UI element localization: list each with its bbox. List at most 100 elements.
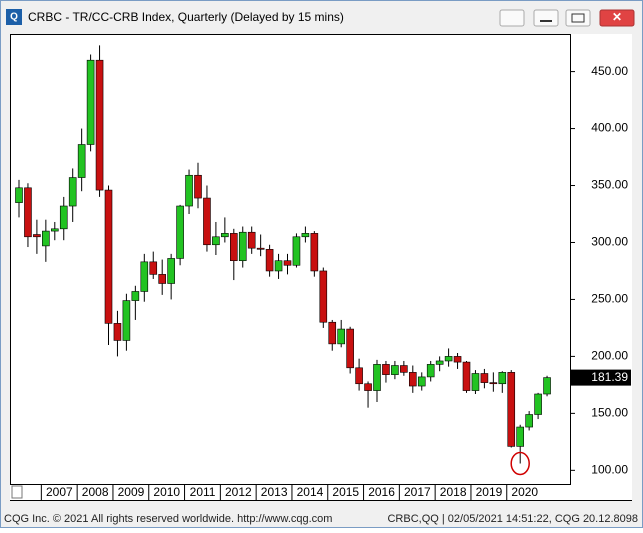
candle-body xyxy=(59,205,68,230)
x-tick-label: 2011 xyxy=(190,485,216,499)
candle-body xyxy=(86,59,95,145)
x-tick-label: 2014 xyxy=(297,485,324,499)
candle-body xyxy=(346,328,354,369)
candle-body xyxy=(131,291,140,301)
candle-body xyxy=(265,249,274,272)
candle-body xyxy=(337,328,346,345)
candle-body xyxy=(158,274,166,284)
footer-left: CQG Inc. © 2021 All rights reserved worl… xyxy=(4,513,332,525)
candle-body xyxy=(221,233,229,238)
candle-body xyxy=(194,174,202,199)
candle-body xyxy=(77,144,86,178)
candle-body xyxy=(462,361,471,391)
x-tick-label: 2012 xyxy=(225,485,252,499)
plot: 100.00 150.00 200.00 250.00 300.00 350.00 400.… xyxy=(15,45,631,500)
candle-body xyxy=(382,364,390,375)
candle-body xyxy=(24,187,32,238)
x-tick-label: 2007 xyxy=(46,485,73,499)
y-tick-label: 150.00 xyxy=(591,406,628,420)
footer-right: CRBC,QQ | 02/05/2021 14:51:22, CQG 20.12… xyxy=(387,513,638,525)
x-tick-label: 2017 xyxy=(404,485,431,499)
candle-body xyxy=(444,356,453,362)
y-tick-label: 400.00 xyxy=(591,121,628,135)
candle-body xyxy=(238,231,247,262)
y-tick-label: 100.00 xyxy=(591,463,628,477)
x-tick-label: 2020 xyxy=(511,485,538,499)
link-button[interactable] xyxy=(499,9,525,27)
candle-body xyxy=(68,177,77,207)
x-tick-label: 2019 xyxy=(476,485,503,499)
y-tick-label: 250.00 xyxy=(591,292,628,306)
x-tick-label: 2008 xyxy=(82,485,109,499)
window-title: CRBC - TR/CC-CRB Index, Quarterly (Delay… xyxy=(28,10,344,24)
candle-body xyxy=(212,236,220,246)
candle-body xyxy=(256,247,265,250)
icon-glyph: Q xyxy=(10,12,18,23)
candle-body xyxy=(525,414,533,428)
candle-body xyxy=(15,187,23,203)
candle-body xyxy=(247,231,256,249)
last-price-label: 181.39 xyxy=(591,370,628,384)
candle-body xyxy=(203,197,211,246)
close-glyph: ✕ xyxy=(612,10,622,24)
candle-body xyxy=(498,372,507,385)
candle-body xyxy=(230,233,238,262)
scroll-box[interactable] xyxy=(11,485,23,499)
candle-body xyxy=(185,174,193,207)
candle-body xyxy=(543,377,551,395)
candle-body xyxy=(391,365,399,375)
candle-body xyxy=(33,234,41,238)
x-tick-label: 2018 xyxy=(440,485,467,499)
candle-body xyxy=(310,233,319,272)
candle-body xyxy=(426,364,435,378)
x-tick-label: 2009 xyxy=(118,485,145,499)
last-price-box xyxy=(571,369,631,386)
maximize-glyph xyxy=(571,13,585,23)
maximize-button[interactable] xyxy=(565,9,591,27)
candle-body xyxy=(176,205,184,259)
candle-body xyxy=(480,373,489,383)
candle-body xyxy=(42,230,50,247)
y-tick-label: 350.00 xyxy=(591,178,628,192)
x-tick-label: 2016 xyxy=(368,485,395,499)
candle-body xyxy=(274,260,283,272)
annotation-circle xyxy=(510,451,530,476)
candle-body xyxy=(149,261,158,275)
x-tick-label: 2010 xyxy=(153,485,180,499)
candle-body xyxy=(292,236,301,266)
candle-body xyxy=(140,261,149,292)
y-tick-label: 200.00 xyxy=(591,349,628,363)
app-icon xyxy=(6,9,22,25)
candle-body xyxy=(283,260,292,266)
candle-body xyxy=(417,376,426,387)
candle-body xyxy=(355,367,363,385)
candle-body xyxy=(516,426,525,447)
plot-frame xyxy=(10,34,571,485)
candle-body xyxy=(364,383,372,391)
candle-body xyxy=(489,382,498,385)
close-button[interactable] xyxy=(599,9,635,27)
candle-body xyxy=(113,323,122,341)
candle-body xyxy=(453,356,462,363)
candle-body xyxy=(301,233,310,238)
candle-body xyxy=(95,59,104,191)
candle-body xyxy=(408,372,417,387)
candle-body xyxy=(507,372,516,447)
y-tick-label: 450.00 xyxy=(591,64,628,78)
candle-body xyxy=(104,189,113,324)
candle-body xyxy=(328,321,337,345)
candle-body xyxy=(373,364,381,391)
candle-body xyxy=(534,393,542,415)
x-tick-label: 2013 xyxy=(261,485,288,499)
candle-body xyxy=(50,228,59,232)
candle-body xyxy=(435,360,444,365)
candle-body xyxy=(471,373,480,391)
candle-body xyxy=(319,270,328,323)
y-tick-label: 300.00 xyxy=(591,235,628,249)
candle-body xyxy=(167,258,175,284)
x-tick-label: 2015 xyxy=(332,485,359,499)
minimize-button[interactable] xyxy=(533,9,559,27)
candle-body xyxy=(122,300,131,341)
candle-body xyxy=(400,365,408,373)
